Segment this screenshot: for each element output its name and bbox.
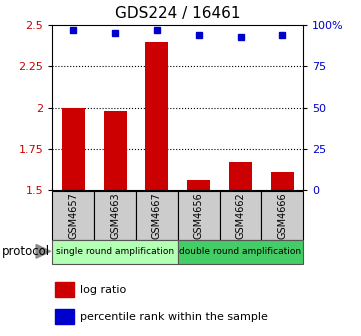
Bar <box>178 191 219 240</box>
Text: GSM4663: GSM4663 <box>110 192 120 239</box>
Text: protocol: protocol <box>2 245 50 258</box>
Text: GSM4657: GSM4657 <box>68 192 78 239</box>
Bar <box>94 191 136 240</box>
Bar <box>145 42 168 190</box>
Bar <box>52 191 94 240</box>
Polygon shape <box>36 245 51 258</box>
Bar <box>56 309 74 324</box>
Title: GDS224 / 16461: GDS224 / 16461 <box>115 6 240 21</box>
Text: GSM4662: GSM4662 <box>235 192 245 239</box>
Bar <box>187 180 210 190</box>
Text: GSM4667: GSM4667 <box>152 192 162 239</box>
Bar <box>271 172 294 190</box>
Bar <box>261 191 303 240</box>
Bar <box>229 162 252 190</box>
Text: log ratio: log ratio <box>81 285 127 295</box>
Text: GSM4666: GSM4666 <box>277 192 287 239</box>
Text: percentile rank within the sample: percentile rank within the sample <box>81 311 268 322</box>
Bar <box>56 282 74 297</box>
Text: single round amplification: single round amplification <box>56 248 174 256</box>
Bar <box>62 108 85 190</box>
Text: double round amplification: double round amplification <box>179 248 301 256</box>
Bar <box>52 240 178 264</box>
Bar <box>104 111 127 190</box>
Bar <box>219 191 261 240</box>
Bar <box>136 191 178 240</box>
Text: GSM4656: GSM4656 <box>194 192 204 239</box>
Bar <box>178 240 303 264</box>
